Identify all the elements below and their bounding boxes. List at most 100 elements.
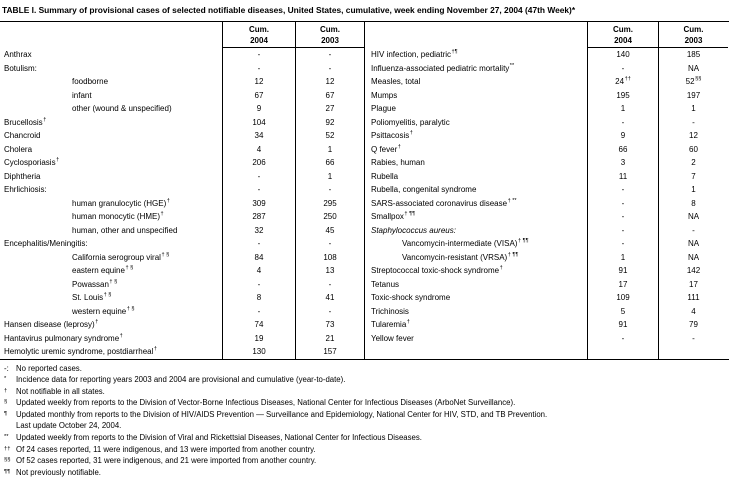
cum-2004-value: 8 [222,291,295,305]
cum-2003-value: 197 [658,88,728,102]
footnote-text: No reported cases. [16,363,82,373]
year-label: 2003 [684,36,703,45]
cum-2004-value: 9 [222,102,295,116]
disease-column-header [365,22,587,48]
disease-name: eastern equine † § [72,265,134,276]
disease-name: Ehrlichiosis: [4,185,47,195]
cum-2004-value: - [222,237,295,251]
cum-2004-value: - [222,277,295,291]
disease-name: Vancomycin-intermediate (VISA) † ¶¶ [402,238,529,249]
footnote: -: No reported cases. [4,363,729,375]
right-table-body: HIV infection, pediatric †¶ 140 185 Influenz… [365,48,728,359]
left-table: Cum. 2004 Cum. 2003 Anthrax - - Botulism: - -… [0,22,365,359]
cum-2003-value: 7 [658,169,728,183]
cum-2004-value: - [222,169,295,183]
cum-2003-value: 13 [295,264,364,278]
cum-2004-value: 66 [587,142,658,156]
cum-2003-value: 60 [658,142,728,156]
cum-2003-value: 21 [295,331,364,345]
disease-name: Influenza-associated pediatric mortality… [371,62,515,73]
disease-name: Botulism: [4,63,37,73]
cum-2003-value: - [295,48,364,62]
cum-2003-value: NA [658,210,728,224]
footnote-symbol: * [4,376,7,383]
cum-2003-value: 79 [658,318,728,332]
disease-column-header [0,22,222,48]
cum-2003-value: - [295,277,364,291]
cum-2004-value: 109 [587,291,658,305]
left-table-header: Cum. 2004 Cum. 2003 [0,22,364,48]
footnote: * Incidence data for reporting years 2003… [4,374,729,386]
footnote-text: Updated weekly from reports to the Divis… [16,398,516,408]
cum-2003-value: 108 [295,250,364,264]
cum-2003-value: 27 [295,102,364,116]
year-label: 2003 [321,36,339,45]
disease-name: Cyclosporiasis † [4,157,60,168]
disease-name: Toxic-shock syndrome [371,293,451,303]
cum-2003-value: 73 [295,318,364,332]
cum-2004-value: 3 [587,156,658,170]
cum-2003-value: 142 [658,264,728,278]
disease-name: Rabies, human [371,158,425,168]
disease-name: St. Louis † § [72,292,112,303]
disease-name: Staphylococcus aureus: [371,225,456,235]
footnote-symbol: § [4,399,8,406]
footnote-text: Updated monthly from reports to the Divi… [16,409,548,419]
cum-2003-value: 45 [295,223,364,237]
disease-name: human monocytic (HME) † [72,211,164,222]
disease-name: Poliomyelitis, paralytic [371,117,450,127]
footnote-text: Of 24 cases reported, 11 were indigenous… [16,444,316,454]
disease-name: Anthrax [4,50,32,60]
cum-2004-value: 1 [587,102,658,116]
cum-2004-value: 34 [222,129,295,143]
cum-2003-value: 67 [295,88,364,102]
cum-2003-value: 12 [658,129,728,143]
cum-2004-value: 287 [222,210,295,224]
cum-2004-value: 19 [222,331,295,345]
disease-name: Psittacosis † [371,130,413,141]
cum-2004-value: 91 [587,318,658,332]
cum-2003-value: 17 [658,277,728,291]
cum-2003-value: 295 [295,196,364,210]
footnote: †† Of 24 cases reported, 11 were indigeno… [4,444,729,456]
footnote: §§ Of 52 cases reported, 31 were indigeno… [4,455,729,467]
cum-2004-value: 130 [222,345,295,359]
footnote: † Not notifiable in all states. [4,386,729,398]
cum-2003-value: - [658,115,728,129]
footnote: Last update October 24, 2004. [4,420,729,432]
disease-name: Q fever † [371,143,401,154]
cum-2004-value: 309 [222,196,295,210]
cum-2004-column-header: Cum. 2004 [222,22,295,48]
cum-2003-value: 41 [295,291,364,305]
cum-2004-value: - [587,61,658,75]
cum-2003-value: 185 [658,48,728,62]
disease-name: Measles, total [371,77,421,87]
cum-2003-value: 8 [658,196,728,210]
cum-2004-value: 9 [587,129,658,143]
disease-name: Hemolytic uremic syndrome, postdiarrheal… [4,346,158,357]
cum-2003-value: - [658,223,728,237]
footnote-symbol: †† [4,445,11,452]
cum-2004-value [587,345,658,359]
cum-2004-value: - [587,210,658,224]
footnote-text: Of 52 cases reported, 31 were indigenous… [16,456,317,466]
cum-2004-value: 84 [222,250,295,264]
disease-name: Cholera [4,144,33,154]
cum-2003-value: 12 [295,75,364,89]
cum-2004-value: 104 [222,115,295,129]
disease-name: Hantavirus pulmonary syndrome † [4,332,123,343]
cum-2003-value: NA [658,61,728,75]
cum-2004-value: 140 [587,48,658,62]
left-table-body: Anthrax - - Botulism: - - foodborne 12 12 infant 6… [0,48,364,359]
cum-2004-value: 5 [587,304,658,318]
cum-2004-column-header: Cum. 2004 [587,22,658,48]
disease-name: California serogroup viral † § [72,251,170,262]
disease-name: foodborne [72,77,109,87]
right-table: Cum. 2004 Cum. 2003 HIV infection, pedia… [365,22,728,359]
disease-name: Yellow fever [371,333,414,343]
cum-label: Cum. [320,25,340,34]
cum-2003-value: 52 §§ [658,75,728,89]
disease-name: SARS-associated coronavirus disease † ** [371,197,517,208]
cum-2003-value: 1 [658,183,728,197]
